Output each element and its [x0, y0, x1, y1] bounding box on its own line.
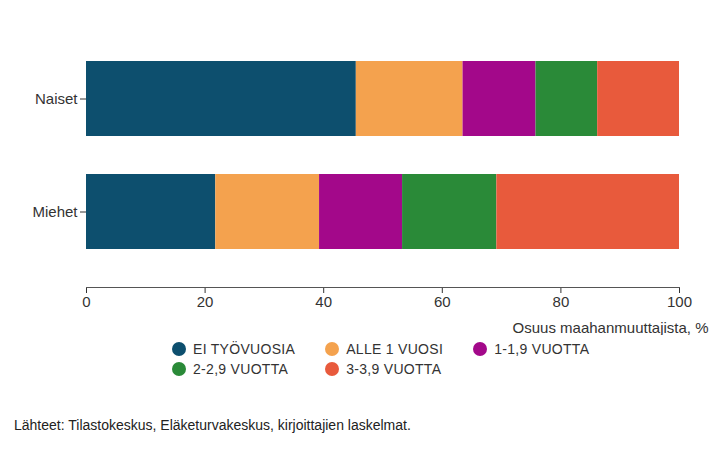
svg-text:Miehet: Miehet: [32, 203, 78, 220]
svg-text:Naiset: Naiset: [35, 90, 78, 107]
html-text:ALLE 1 VUOSI: ALLE 1 VUOSI: [346, 341, 444, 357]
svg-text:80: 80: [553, 293, 570, 310]
svg-text:40: 40: [315, 293, 332, 310]
html-text:2-2,9 VUOTTA: 2-2,9 VUOTTA: [193, 361, 289, 377]
svg-text:60: 60: [434, 293, 451, 310]
html-text:3-3,9 VUOTTA: 3-3,9 VUOTTA: [346, 361, 442, 377]
html-text:1-1,9 VUOTTA: 1-1,9 VUOTTA: [494, 341, 590, 357]
html-text:Lähteet: Tilastokeskus, Eläket: Lähteet: Tilastokeskus, Eläketurvakeskus…: [14, 417, 411, 433]
svg-text:Osuus maahanmuuttajista, %: Osuus maahanmuuttajista, %: [513, 319, 709, 336]
svg-text:100: 100: [667, 293, 692, 310]
svg-text:0: 0: [82, 293, 90, 310]
html-text:EI TYÖVUOSIA: EI TYÖVUOSIA: [193, 341, 296, 357]
svg-text:20: 20: [197, 293, 214, 310]
